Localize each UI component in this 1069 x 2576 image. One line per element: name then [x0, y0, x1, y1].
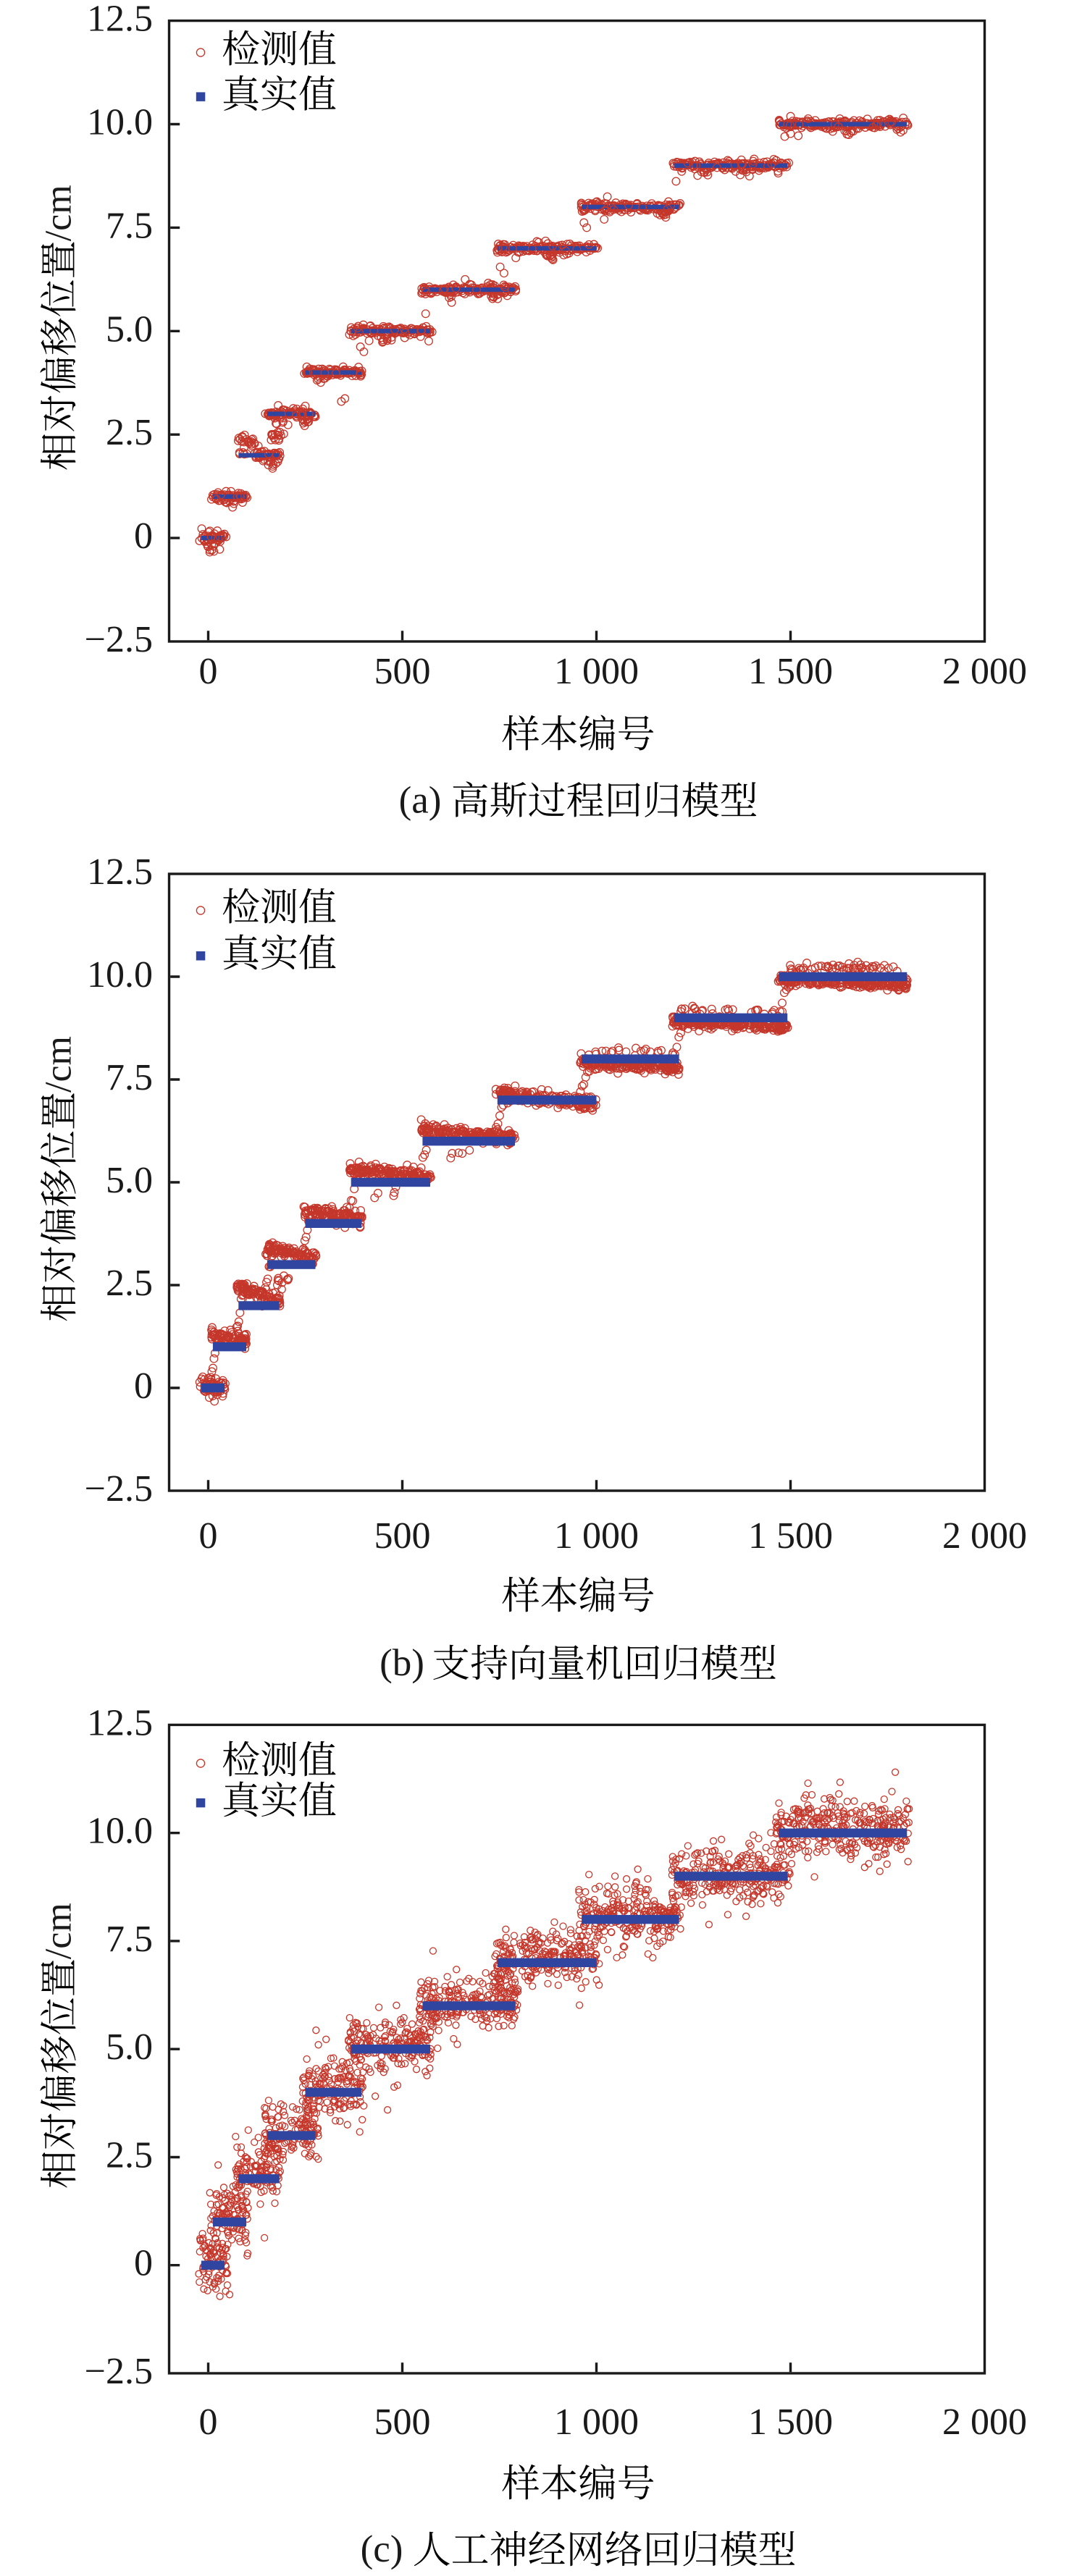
- svg-text:2.5: 2.5: [106, 1263, 153, 1304]
- svg-text:(a): (a): [399, 779, 442, 821]
- svg-text:/cm: /cm: [38, 185, 79, 241]
- svg-text:1 000: 1 000: [554, 651, 639, 692]
- svg-text:0: 0: [199, 2402, 218, 2443]
- svg-text:−2.5: −2.5: [85, 619, 153, 660]
- svg-text:0: 0: [134, 2243, 153, 2284]
- svg-text:12.5: 12.5: [87, 0, 153, 40]
- svg-text:10.0: 10.0: [87, 102, 153, 143]
- svg-text:0: 0: [199, 651, 218, 692]
- svg-text:−2.5: −2.5: [85, 1468, 153, 1510]
- svg-text:7.5: 7.5: [106, 205, 153, 246]
- svg-text:5.0: 5.0: [106, 1160, 153, 1201]
- svg-text:2 000: 2 000: [942, 1515, 1027, 1557]
- svg-text:1 000: 1 000: [554, 2402, 639, 2443]
- svg-text:0: 0: [134, 1365, 153, 1407]
- svg-text:1 000: 1 000: [554, 1515, 639, 1557]
- svg-text:12.5: 12.5: [87, 851, 153, 893]
- svg-text:10.0: 10.0: [87, 1811, 153, 1852]
- svg-text:−2.5: −2.5: [85, 2351, 153, 2392]
- svg-text:500: 500: [374, 1515, 431, 1557]
- svg-text:500: 500: [374, 2402, 431, 2443]
- svg-text:2.5: 2.5: [106, 412, 153, 453]
- svg-text:1 500: 1 500: [748, 1515, 833, 1557]
- svg-text:0: 0: [199, 1515, 218, 1557]
- svg-text:2 000: 2 000: [942, 2402, 1027, 2443]
- svg-text:10.0: 10.0: [87, 954, 153, 996]
- svg-text:2 000: 2 000: [942, 651, 1027, 692]
- svg-text:500: 500: [374, 651, 431, 692]
- svg-text:(b): (b): [380, 1642, 424, 1684]
- svg-text:7.5: 7.5: [106, 1919, 153, 1960]
- svg-text:1 500: 1 500: [748, 2402, 833, 2443]
- svg-text:7.5: 7.5: [106, 1057, 153, 1098]
- svg-text:2.5: 2.5: [106, 2135, 153, 2176]
- svg-text:5.0: 5.0: [106, 2026, 153, 2068]
- svg-text:5.0: 5.0: [106, 308, 153, 350]
- svg-text:0: 0: [134, 515, 153, 557]
- svg-text:/cm: /cm: [38, 1036, 79, 1093]
- svg-text:1 500: 1 500: [748, 651, 833, 692]
- svg-text:12.5: 12.5: [87, 1702, 153, 1743]
